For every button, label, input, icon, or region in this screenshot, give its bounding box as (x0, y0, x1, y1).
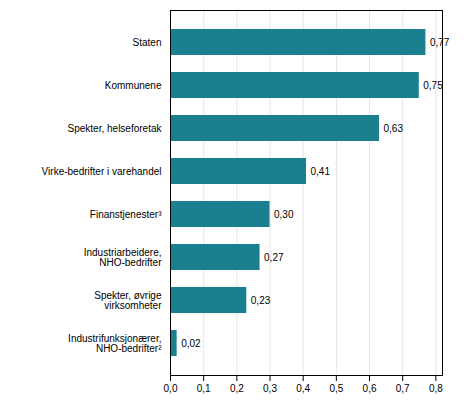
svg-text:Finanstjenester³: Finanstjenester³ (90, 209, 162, 220)
svg-text:0,02: 0,02 (181, 338, 201, 349)
svg-text:Spekter, øvrigevirksomheter: Spekter, øvrigevirksomheter (94, 290, 162, 311)
svg-text:0,3: 0,3 (263, 383, 277, 394)
svg-text:Virke-bedrifter i varehandel: Virke-bedrifter i varehandel (42, 166, 162, 177)
svg-text:0,23: 0,23 (251, 295, 271, 306)
svg-text:Spekter, helseforetak: Spekter, helseforetak (68, 123, 163, 134)
svg-text:0,75: 0,75 (423, 80, 443, 91)
svg-text:0,5: 0,5 (329, 383, 343, 394)
svg-text:0,2: 0,2 (230, 383, 244, 394)
svg-text:0,30: 0,30 (274, 209, 294, 220)
svg-text:Industrifunksjonærer,NHO-bedri: Industrifunksjonærer,NHO-bedrifter² (68, 333, 162, 354)
svg-text:0,7: 0,7 (396, 383, 410, 394)
svg-text:0,4: 0,4 (296, 383, 310, 394)
svg-text:Industriarbeidere,NHO-bedrifte: Industriarbeidere,NHO-bedrifter (84, 247, 162, 268)
svg-text:0,63: 0,63 (383, 123, 403, 134)
svg-text:0,27: 0,27 (264, 252, 284, 263)
svg-text:Staten: Staten (133, 37, 162, 48)
svg-text:0,8: 0,8 (429, 383, 443, 394)
svg-text:0,6: 0,6 (363, 383, 377, 394)
svg-text:0,41: 0,41 (311, 166, 331, 177)
svg-text:0,1: 0,1 (197, 383, 211, 394)
svg-text:0,0: 0,0 (164, 383, 178, 394)
svg-text:Kommunene: Kommunene (105, 80, 162, 91)
svg-text:0,77: 0,77 (430, 37, 450, 48)
